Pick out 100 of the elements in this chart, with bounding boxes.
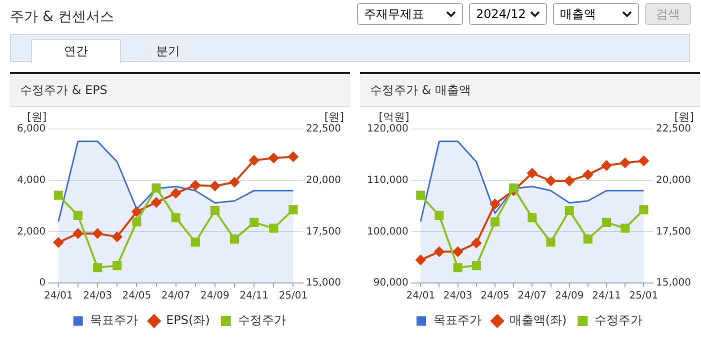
x-tick-label: 24/05 <box>480 290 510 302</box>
chart-title: 수정주가 & 매출액 <box>360 74 700 107</box>
point <box>620 158 630 168</box>
point <box>132 206 142 217</box>
point <box>152 183 161 192</box>
y2-tick-label: 22,500 <box>656 124 692 135</box>
x-tick-label: 24/09 <box>200 290 230 302</box>
point <box>452 246 463 257</box>
y-tick-label: 100,000 <box>366 226 408 238</box>
point <box>564 176 574 186</box>
point <box>171 213 180 222</box>
point <box>190 180 200 190</box>
x-tick-label: 24/09 <box>554 290 584 302</box>
point <box>288 152 298 162</box>
point <box>210 206 220 216</box>
point <box>620 224 630 233</box>
chart-title: 수정주가 & EPS <box>10 74 350 107</box>
point <box>73 210 83 220</box>
point <box>639 205 648 214</box>
y2-axis-title: [원] <box>674 110 694 124</box>
point <box>92 228 103 238</box>
x-tick-label: 24/07 <box>518 290 547 302</box>
x-tick-label: 24/11 <box>240 290 269 302</box>
point <box>582 170 593 180</box>
text: 연간 <box>31 39 121 63</box>
point <box>472 261 481 270</box>
x-tick-label: 24/11 <box>592 290 621 302</box>
text: 분기 <box>155 42 181 60</box>
point <box>434 246 444 257</box>
y2-tick-label: 15,000 <box>656 278 692 289</box>
point <box>132 217 142 226</box>
point <box>564 206 574 216</box>
y-tick-label: 90,000 <box>373 278 408 289</box>
legend-label: 매출액(좌) <box>509 313 567 328</box>
x-tick-label: 24/07 <box>161 290 190 302</box>
y-tick-label: 0 <box>39 278 46 289</box>
legend-label: 수정주가 <box>238 313 286 328</box>
x-tick-label: 24/01 <box>44 290 73 302</box>
point <box>490 198 500 209</box>
point <box>602 160 612 170</box>
y2-axis-title: [원] <box>324 110 344 124</box>
y-tick-label: 110,000 <box>366 174 408 186</box>
point <box>210 180 220 191</box>
point <box>269 224 278 233</box>
point <box>112 232 122 242</box>
y-tick-label: 120,000 <box>366 124 408 135</box>
point <box>190 238 200 247</box>
y2-tick-label: 22,500 <box>306 124 342 135</box>
y-axis-title: [원] <box>27 110 47 124</box>
legend-label: EPS(좌) <box>166 313 210 328</box>
point <box>170 188 181 198</box>
text: 검색 <box>645 3 691 25</box>
point <box>546 176 556 186</box>
y-tick-label: 2,000 <box>16 226 46 238</box>
text: 매출액 <box>560 6 596 22</box>
point <box>528 213 537 222</box>
legend-label: 목표주가 <box>433 313 482 328</box>
y2-tick-label: 15,000 <box>306 278 342 289</box>
point <box>250 218 259 227</box>
x-tick-label: 25/01 <box>278 290 308 302</box>
x-tick-label: 24/03 <box>83 290 112 302</box>
point <box>583 234 592 244</box>
text: 2024/12 <box>476 7 526 21</box>
legend-label: 목표주가 <box>90 313 138 328</box>
point <box>490 217 500 226</box>
point <box>93 263 102 272</box>
y2-tick-label: 20,000 <box>656 174 692 186</box>
point <box>416 190 426 200</box>
point <box>72 228 83 238</box>
point <box>602 218 612 227</box>
x-tick-label: 24/01 <box>406 290 436 302</box>
point <box>638 156 649 166</box>
y-tick-label: 4,000 <box>16 174 46 186</box>
point <box>230 177 240 188</box>
y-axis-title: [억원] <box>378 110 410 124</box>
x-tick-label: 24/05 <box>122 290 152 302</box>
point <box>112 261 122 270</box>
y2-tick-label: 20,000 <box>306 174 342 186</box>
point <box>288 205 298 214</box>
point <box>416 254 426 265</box>
x-tick-label: 25/01 <box>629 290 658 302</box>
y2-tick-label: 17,500 <box>656 226 692 238</box>
point <box>230 234 240 244</box>
point <box>249 155 260 166</box>
point <box>546 238 556 247</box>
point <box>434 210 444 220</box>
y-tick-label: 6,000 <box>16 124 46 135</box>
y2-tick-label: 17,500 <box>306 226 342 238</box>
point <box>471 238 482 248</box>
text: 주재무제표 <box>364 6 424 22</box>
point <box>453 263 462 272</box>
point <box>268 153 279 164</box>
point <box>151 197 162 208</box>
point <box>54 190 63 200</box>
point <box>53 237 64 248</box>
point <box>527 168 538 178</box>
point <box>509 183 518 192</box>
x-tick-label: 24/03 <box>443 290 472 302</box>
legend-label: 수정주가 <box>594 313 643 328</box>
text: 주가 & 컨센서스 <box>10 8 114 26</box>
